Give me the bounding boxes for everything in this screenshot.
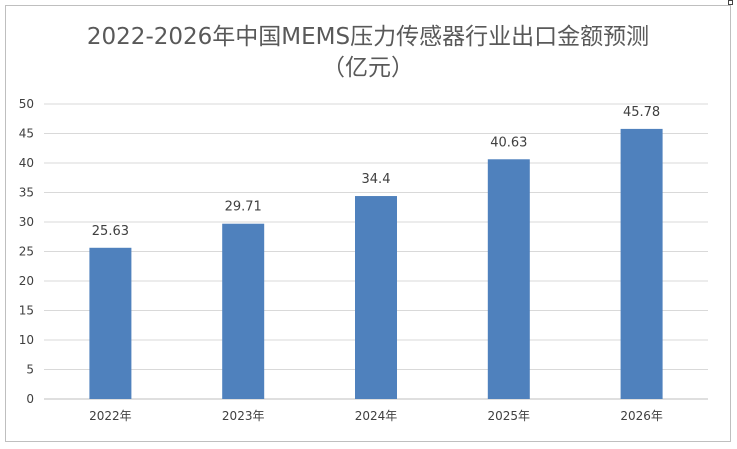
data-label-2: 29.71: [225, 200, 262, 215]
y-tick-label-15: 15: [19, 304, 34, 318]
data-label-3: 34.4: [362, 172, 391, 187]
y-tick-label-45: 45: [19, 127, 34, 141]
bar-2: [222, 223, 265, 399]
bar-4: [487, 159, 530, 399]
chart-title: 2022-2026年中国MEMS压力传感器行业出口金额预测 （亿元）: [5, 22, 731, 84]
x-tick-label-1: 2022年: [89, 409, 132, 423]
y-tick-label-35: 35: [19, 186, 34, 200]
chart-title-line-2: （亿元）: [322, 55, 414, 81]
x-tick-label-4: 2025年: [488, 409, 531, 423]
x-tick-label-2: 2023年: [222, 409, 265, 423]
y-tick-label-30: 30: [19, 215, 34, 229]
bar-1: [89, 247, 132, 399]
bar-5: [620, 128, 663, 399]
frame-handle: [728, 0, 733, 5]
chart-title-line-1: 2022-2026年中国MEMS压力传感器行业出口金额预测: [86, 24, 650, 50]
x-tick-label-5: 2026年: [620, 409, 663, 423]
y-tick-label-10: 10: [19, 333, 34, 347]
y-tick-label-40: 40: [19, 156, 34, 170]
data-label-1: 25.63: [92, 224, 129, 239]
x-tick-label-3: 2024年: [355, 409, 398, 423]
y-tick-label-50: 50: [19, 97, 34, 111]
y-tick-label-0: 0: [26, 392, 34, 406]
y-tick-label-25: 25: [19, 245, 34, 259]
bar-3: [355, 196, 397, 399]
y-tick-label-20: 20: [19, 274, 34, 288]
y-tick-label-5: 5: [26, 363, 34, 377]
data-label-5: 45.78: [623, 105, 660, 120]
data-label-4: 40.63: [490, 135, 527, 150]
